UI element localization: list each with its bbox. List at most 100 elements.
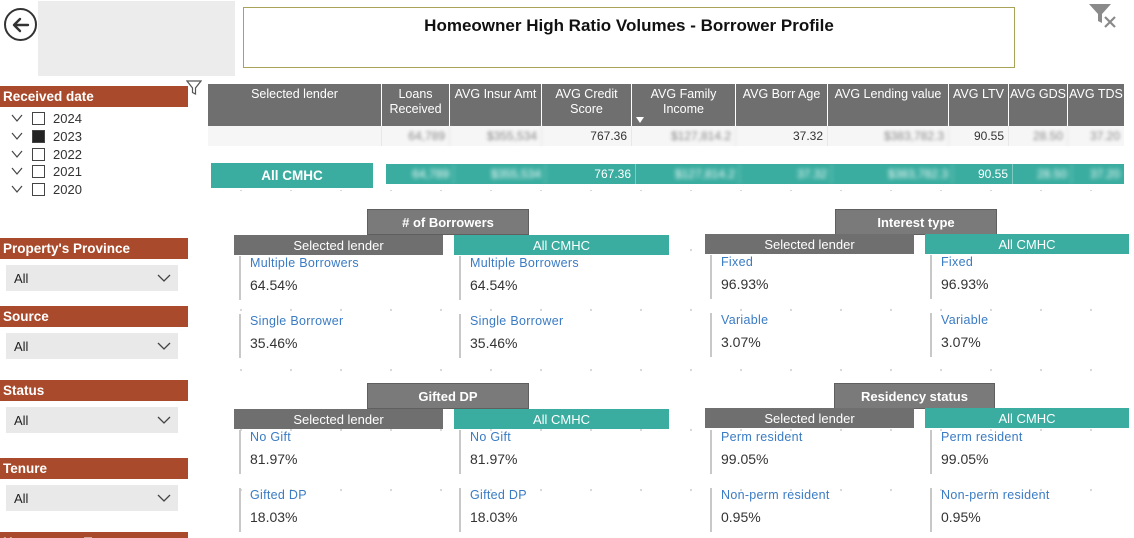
metric-label: Perm resident: [941, 430, 1023, 444]
col-header[interactable]: Loans Received: [382, 84, 450, 126]
back-arrow-icon: [12, 17, 29, 32]
chevron-down-icon[interactable]: [10, 182, 24, 196]
metric-label: Non-perm resident: [941, 488, 1050, 502]
metric-value: 18.03%: [250, 509, 298, 525]
metric-card: Fixed 96.93%: [930, 255, 1130, 299]
metric-card: Gifted DP 18.03%: [239, 488, 439, 532]
col-header[interactable]: Selected lender: [208, 84, 382, 126]
cmhc-summary-row: 64,789 $355,534 767.36 $127,814.2 37.32 …: [386, 164, 1124, 184]
year-checkbox[interactable]: [32, 147, 45, 161]
status-header: Status: [0, 380, 188, 401]
metric-label: Multiple Borrowers: [250, 256, 359, 270]
table-cell: 37.32: [740, 164, 832, 184]
metric-value: 81.97%: [470, 451, 518, 467]
chevron-down-icon: [157, 416, 171, 424]
table-cell: 767.36: [546, 164, 636, 184]
chevron-down-icon: [157, 274, 171, 282]
logo-placeholder: [38, 1, 235, 76]
residency-section-title: Residency status: [834, 383, 995, 409]
year-checkbox[interactable]: [32, 129, 45, 143]
table-cell: 37.20: [1089, 129, 1120, 143]
metric-value: 99.05%: [721, 451, 769, 467]
year-item-2024[interactable]: 2024: [10, 109, 82, 127]
residency-cmhc-header: All CMHC: [925, 408, 1129, 428]
metric-card: Multiple Borrowers 64.54%: [459, 256, 659, 300]
metric-value: 81.97%: [250, 451, 298, 467]
chevron-down-icon: [157, 494, 171, 502]
metric-value: 35.46%: [470, 335, 518, 351]
col-header[interactable]: AVG TDS: [1069, 87, 1123, 101]
metric-card: Perm resident 99.05%: [930, 430, 1130, 474]
chevron-down-icon[interactable]: [10, 129, 24, 143]
summary-table-header: Selected lender Loans Received AVG Insur…: [208, 84, 1124, 126]
table-cell: 37.20: [1089, 167, 1120, 181]
col-header[interactable]: AVG Lending value: [828, 84, 949, 126]
tenure-dropdown[interactable]: All: [6, 485, 178, 511]
chevron-down-icon[interactable]: [10, 164, 24, 178]
metric-value: 64.54%: [470, 277, 518, 293]
year-checkbox[interactable]: [32, 164, 45, 178]
table-cell: $383,782.3: [828, 126, 949, 146]
clear-filter-button[interactable]: [1088, 2, 1118, 30]
page-title-box: Homeowner High Ratio Volumes - Borrower …: [243, 7, 1015, 68]
col-header[interactable]: AVG Insur Amt: [450, 84, 542, 126]
year-item-2021[interactable]: 2021: [10, 162, 82, 180]
chevron-down-icon[interactable]: [10, 147, 24, 161]
col-header-sorted[interactable]: AVG Family Income: [632, 84, 736, 126]
year-label: 2022: [53, 146, 82, 162]
metric-value: 18.03%: [470, 509, 518, 525]
col-header[interactable]: AVG Credit Score: [542, 84, 632, 126]
table-cell: 90.55: [949, 126, 1009, 146]
year-label: 2020: [53, 181, 82, 197]
metric-card: Single Borrower 35.46%: [459, 314, 659, 358]
back-button[interactable]: [4, 8, 37, 41]
year-item-2022[interactable]: 2022: [10, 145, 82, 163]
clear-filter-icon: [1089, 4, 1116, 28]
col-header[interactable]: AVG LTV: [949, 84, 1009, 126]
residency-lender-header: Selected lender: [705, 408, 914, 428]
status-dropdown[interactable]: All: [6, 407, 178, 433]
year-checkbox[interactable]: [32, 182, 45, 196]
metric-card: Perm resident 99.05%: [710, 430, 910, 474]
metric-label: Variable: [941, 313, 989, 327]
table-cell: $127,814.2: [636, 164, 740, 184]
metric-label: Gifted DP: [250, 488, 307, 502]
received-date-header: Received date: [0, 86, 188, 107]
metric-value: 3.07%: [941, 334, 981, 350]
tenure-value: All: [14, 490, 29, 506]
metric-card: Non-perm resident 0.95%: [930, 488, 1130, 532]
col-header[interactable]: AVG GDS: [1009, 84, 1068, 126]
table-cell: $355,534: [450, 126, 542, 146]
year-item-2023[interactable]: 2023: [10, 127, 82, 145]
metric-value: 35.46%: [250, 335, 298, 351]
metric-label: No Gift: [250, 430, 291, 444]
slicer-filter-button[interactable]: [185, 80, 203, 96]
metric-card: Variable 3.07%: [710, 313, 910, 357]
col-header[interactable]: AVG Borr Age: [736, 84, 828, 126]
metric-value: 3.07%: [721, 334, 761, 350]
province-dropdown[interactable]: All: [6, 265, 178, 291]
metric-card: Non-perm resident 0.95%: [710, 488, 910, 532]
metric-card: Fixed 96.93%: [710, 255, 910, 299]
year-item-2020[interactable]: 2020: [10, 180, 82, 198]
table-row: 64,789 $355,534 767.36 $127,814.2 37.32 …: [208, 126, 1124, 146]
year-checkbox[interactable]: [32, 111, 45, 125]
table-cell: 28.50: [1009, 126, 1068, 146]
metric-value: 96.93%: [941, 276, 989, 292]
gifted-section-title: Gifted DP: [367, 383, 529, 409]
metric-card: Gifted DP 18.03%: [459, 488, 659, 532]
status-value: All: [14, 412, 29, 428]
gifted-lender-header: Selected lender: [234, 409, 443, 429]
all-cmhc-button[interactable]: All CMHC: [211, 163, 373, 188]
metric-label: Multiple Borrowers: [470, 256, 579, 270]
source-value: All: [14, 338, 29, 354]
gifted-cmhc-header: All CMHC: [454, 409, 669, 429]
table-cell: 64,789: [382, 126, 450, 146]
chevron-down-icon[interactable]: [10, 111, 24, 125]
interest-cmhc-header: All CMHC: [925, 234, 1129, 254]
metric-label: Fixed: [941, 255, 974, 269]
chevron-down-icon: [157, 342, 171, 350]
interest-section-title: Interest type: [835, 209, 997, 235]
source-dropdown[interactable]: All: [6, 333, 178, 359]
tenure-header: Tenure: [0, 458, 188, 479]
